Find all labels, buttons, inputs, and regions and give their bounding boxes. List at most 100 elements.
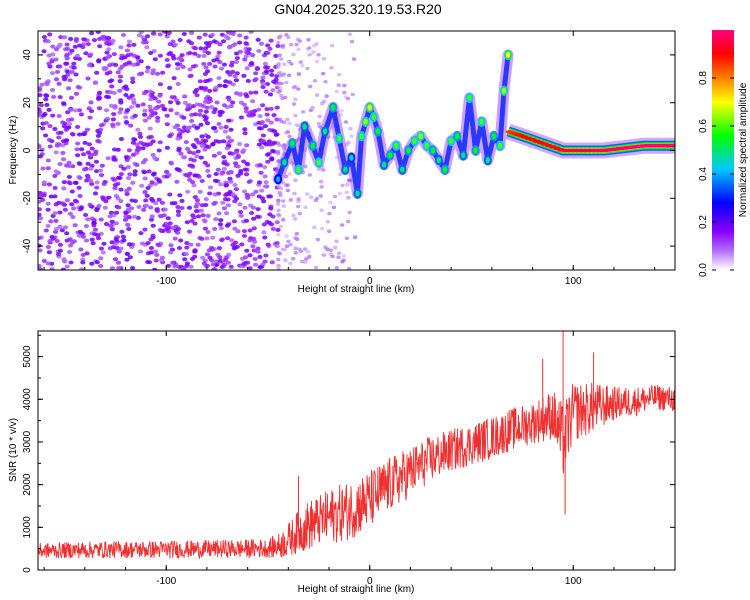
noise-cell bbox=[212, 226, 218, 231]
sparse-noise-cell bbox=[318, 179, 324, 184]
noise-cell bbox=[110, 117, 116, 122]
noise-cell bbox=[192, 46, 198, 51]
noise-cell bbox=[80, 234, 86, 239]
noise-cell bbox=[212, 192, 218, 197]
noise-cell bbox=[152, 155, 158, 160]
noise-cell bbox=[136, 72, 143, 77]
noise-cell bbox=[209, 245, 215, 250]
spectrogram-y-label: Frequency (Hz) bbox=[8, 116, 19, 185]
noise-cell bbox=[221, 166, 227, 171]
noise-cell bbox=[126, 227, 132, 231]
noise-cell bbox=[147, 104, 153, 109]
signal-core bbox=[337, 135, 342, 142]
noise-cell bbox=[112, 186, 118, 191]
noise-cell bbox=[244, 66, 250, 71]
noise-cell bbox=[273, 132, 279, 137]
noise-cell bbox=[157, 140, 163, 145]
sparse-noise-cell bbox=[320, 226, 325, 231]
signal-core bbox=[448, 137, 454, 144]
noise-cell bbox=[144, 34, 151, 39]
noise-cell bbox=[92, 152, 98, 157]
noise-cell bbox=[216, 50, 222, 55]
noise-cell bbox=[186, 39, 192, 44]
noise-cell bbox=[125, 108, 131, 113]
sparse-noise-cell bbox=[318, 194, 323, 198]
noise-cell bbox=[117, 88, 123, 93]
noise-cell bbox=[227, 45, 233, 50]
noise-cell bbox=[225, 36, 231, 41]
noise-cell bbox=[213, 85, 219, 90]
noise-cell bbox=[72, 44, 78, 49]
noise-cell bbox=[145, 65, 151, 70]
noise-cell bbox=[130, 97, 137, 102]
signal-core bbox=[418, 133, 423, 140]
noise-cell bbox=[49, 59, 55, 64]
noise-cell bbox=[71, 65, 77, 70]
noise-cell bbox=[97, 130, 103, 135]
noise-cell bbox=[176, 148, 182, 153]
sparse-noise-cell bbox=[296, 72, 302, 76]
noise-cell bbox=[164, 169, 170, 174]
noise-cell bbox=[152, 249, 159, 254]
noise-cell bbox=[161, 213, 167, 218]
noise-cell bbox=[180, 266, 186, 270]
noise-cell bbox=[91, 38, 98, 43]
noise-cell bbox=[125, 203, 131, 208]
noise-cell bbox=[241, 102, 247, 107]
noise-cell bbox=[216, 76, 222, 81]
noise-cell bbox=[117, 110, 123, 115]
noise-cell bbox=[230, 100, 236, 105]
noise-cell bbox=[45, 201, 51, 206]
noise-cell bbox=[98, 264, 104, 268]
noise-cell bbox=[252, 239, 258, 244]
y-tick-label: 0 bbox=[22, 147, 33, 153]
noise-cell bbox=[274, 244, 280, 249]
noise-cell bbox=[192, 195, 198, 200]
noise-cell bbox=[197, 236, 203, 240]
noise-cell bbox=[53, 218, 59, 223]
noise-cell bbox=[178, 238, 184, 243]
noise-cell bbox=[85, 76, 91, 81]
signal-core bbox=[371, 114, 376, 120]
colorbar-tick-label: 0.4 bbox=[698, 167, 709, 181]
noise-cell bbox=[205, 168, 211, 173]
noise-cell bbox=[218, 66, 225, 71]
noise-cell bbox=[132, 137, 138, 142]
noise-cell bbox=[188, 264, 194, 269]
noise-cell bbox=[123, 214, 129, 219]
sparse-noise-cell bbox=[349, 39, 355, 44]
noise-cell bbox=[150, 233, 156, 238]
sparse-noise-cell bbox=[291, 52, 296, 57]
noise-cell bbox=[266, 220, 272, 225]
noise-cell bbox=[221, 262, 227, 267]
noise-cell bbox=[47, 124, 53, 129]
noise-cell bbox=[184, 241, 190, 245]
noise-cell bbox=[95, 233, 101, 238]
signal-core bbox=[467, 94, 472, 101]
noise-cell bbox=[89, 163, 95, 168]
noise-cell bbox=[86, 142, 92, 147]
x-tick-label: -100 bbox=[156, 276, 176, 287]
noise-cell bbox=[45, 166, 51, 171]
noise-cell bbox=[187, 51, 193, 55]
noise-cell bbox=[107, 90, 113, 95]
noise-cell bbox=[111, 157, 117, 162]
noise-cell bbox=[79, 147, 85, 152]
sparse-noise-cell bbox=[281, 199, 286, 203]
sparse-noise-cell bbox=[353, 235, 358, 239]
noise-cell bbox=[132, 214, 138, 219]
noise-cell bbox=[82, 140, 88, 145]
sparse-noise-cell bbox=[344, 190, 349, 195]
sparse-noise-cell bbox=[307, 46, 312, 50]
noise-cell bbox=[262, 61, 268, 66]
signal-core bbox=[349, 154, 354, 161]
noise-cell bbox=[141, 91, 148, 96]
noise-cell bbox=[49, 267, 55, 270]
noise-cell bbox=[220, 139, 226, 144]
noise-cell bbox=[92, 227, 98, 232]
noise-cell bbox=[175, 230, 181, 235]
noise-cell bbox=[38, 109, 43, 114]
noise-cell bbox=[204, 263, 211, 268]
sparse-noise-cell bbox=[276, 202, 281, 206]
noise-cell bbox=[181, 155, 188, 160]
